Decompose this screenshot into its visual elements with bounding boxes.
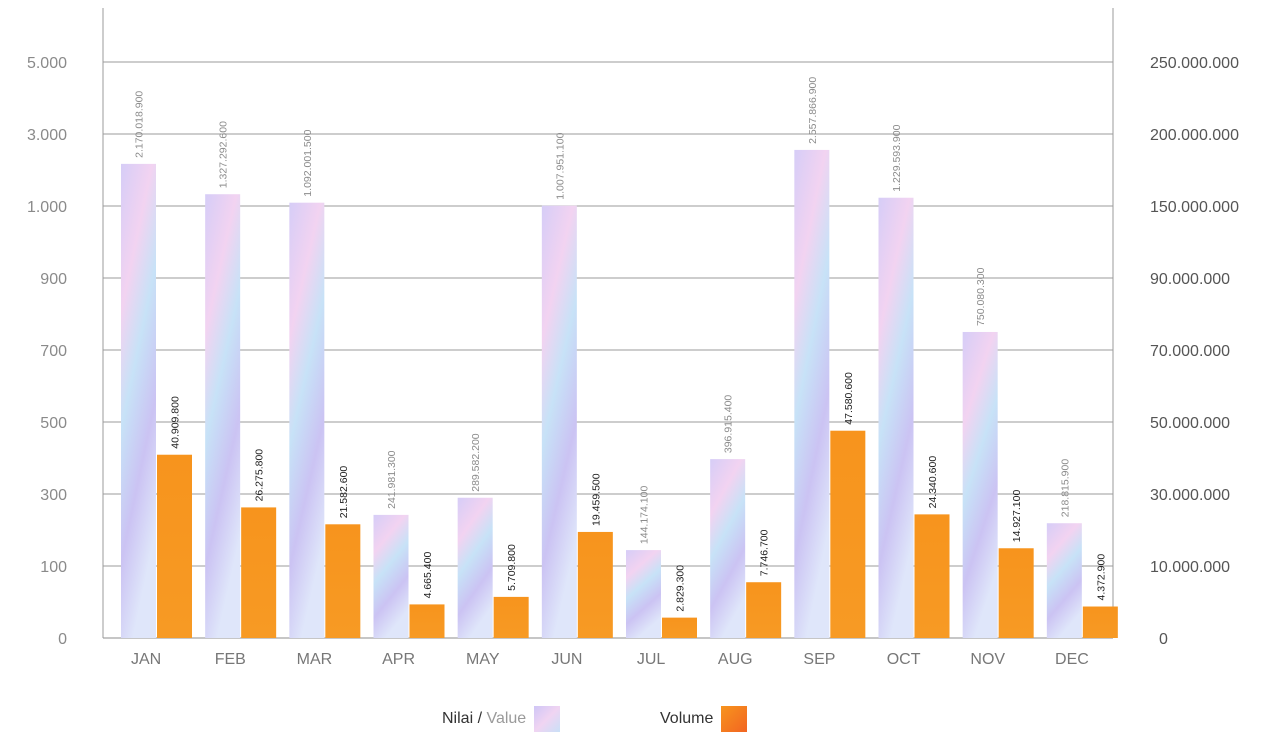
volume-data-label: 47.580.600 [843, 372, 855, 425]
volume-bar [325, 524, 361, 638]
left-axis-tick-label: 500 [40, 415, 67, 432]
right-axis-tick-label: 10.000.000 [1150, 559, 1230, 576]
value-data-label: 289.582.200 [470, 433, 482, 492]
category-label: JUN [551, 651, 582, 668]
left-axis-tick-label: 1.000 [27, 199, 67, 216]
right-axis-tick-label: 70.000.000 [1150, 343, 1230, 360]
volume-bar [1082, 606, 1118, 638]
volume-data-label: 2.829.300 [675, 565, 687, 612]
category-label: FEB [215, 651, 246, 668]
volume-data-label: 4.372.900 [1095, 554, 1107, 601]
value-data-label: 1.229.593.900 [891, 124, 903, 191]
category-label: JAN [131, 651, 161, 668]
category-label: MAY [466, 651, 500, 668]
value-data-label: 2.170.018.900 [134, 91, 146, 158]
category-label: NOV [970, 651, 1005, 668]
legend-value-swatch [534, 706, 561, 732]
volume-bar [746, 582, 782, 638]
left-axis-tick-label: 5.000 [27, 55, 67, 72]
right-axis-tick-label: 200.000.000 [1150, 127, 1239, 144]
volume-bar [914, 514, 950, 638]
volume-bar [577, 531, 613, 638]
volume-bar [409, 604, 445, 638]
value-data-label: 241.981.300 [386, 450, 398, 509]
legend-volume-swatch [721, 706, 748, 732]
legend-value-main: Nilai / [442, 710, 483, 727]
value-data-label: 1.007.951.100 [554, 132, 566, 199]
left-axis-tick-label: 900 [40, 271, 67, 288]
volume-bar [241, 507, 277, 638]
right-axis-tick-label: 90.000.000 [1150, 271, 1230, 288]
value-bar [962, 331, 998, 638]
value-bar [205, 194, 241, 638]
volume-data-label: 26.275.800 [254, 449, 266, 502]
right-axis-tick-label: 150.000.000 [1150, 199, 1239, 216]
value-bar [1046, 523, 1082, 638]
volume-bar [157, 454, 192, 638]
value-data-label: 1.327.292.600 [218, 121, 230, 188]
category-label: SEP [803, 651, 835, 668]
category-label: DEC [1055, 651, 1089, 668]
value-data-label: 396.915.400 [723, 395, 735, 454]
category-label: MAR [297, 651, 333, 668]
value-bar [121, 163, 156, 638]
right-axis-tick-label: 0 [1159, 631, 1168, 648]
category-label: OCT [887, 651, 921, 668]
legend-item-value: Nilai / Value [442, 706, 561, 732]
value-bar [878, 197, 914, 638]
category-label: JUL [637, 651, 666, 668]
value-data-label: 2.557.866.900 [807, 77, 819, 144]
legend-value-label: Nilai / Value [442, 710, 526, 728]
left-axis-tick-label: 700 [40, 343, 67, 360]
value-bar [794, 149, 830, 638]
volume-data-label: 21.582.600 [338, 466, 350, 519]
left-axis-tick-label: 100 [40, 559, 67, 576]
value-data-label: 750.080.300 [975, 267, 987, 326]
value-data-label: 144.174.100 [639, 486, 651, 545]
right-axis-tick-label: 250.000.000 [1150, 55, 1239, 72]
left-axis-tick-label: 0 [58, 631, 67, 648]
legend-item-volume: Volume [660, 706, 748, 732]
value-bar [626, 550, 661, 638]
volume-bar [662, 617, 697, 638]
volume-data-label: 7.746.700 [759, 529, 771, 576]
right-axis-tick-label: 30.000.000 [1150, 487, 1230, 504]
right-axis-tick-label: 50.000.000 [1150, 415, 1230, 432]
legend-volume-label: Volume [660, 710, 714, 727]
value-bar [710, 459, 746, 638]
value-bar [457, 497, 493, 638]
volume-data-label: 4.665.400 [422, 552, 434, 599]
value-bar [289, 202, 325, 639]
volume-bar [493, 596, 529, 638]
left-axis-tick-label: 300 [40, 487, 67, 504]
legend-value-sub: Value [486, 710, 527, 727]
value-bar [541, 205, 577, 639]
legend: Nilai / Value Volume [0, 706, 1265, 742]
category-label: APR [382, 651, 415, 668]
left-axis-tick-label: 3.000 [27, 127, 67, 144]
value-data-label: 1.092.001.500 [302, 129, 314, 196]
volume-data-label: 24.340.600 [927, 456, 939, 509]
volume-data-label: 40.909.800 [170, 396, 182, 449]
value-bar [373, 514, 409, 638]
value-data-label: 218.815.900 [1059, 459, 1071, 518]
volume-data-label: 19.459.500 [590, 473, 602, 526]
volume-bar [998, 548, 1034, 638]
category-label: AUG [718, 651, 753, 668]
volume-bar [830, 430, 866, 638]
volume-data-label: 5.709.800 [506, 544, 518, 591]
volume-data-label: 14.927.100 [1011, 490, 1023, 543]
